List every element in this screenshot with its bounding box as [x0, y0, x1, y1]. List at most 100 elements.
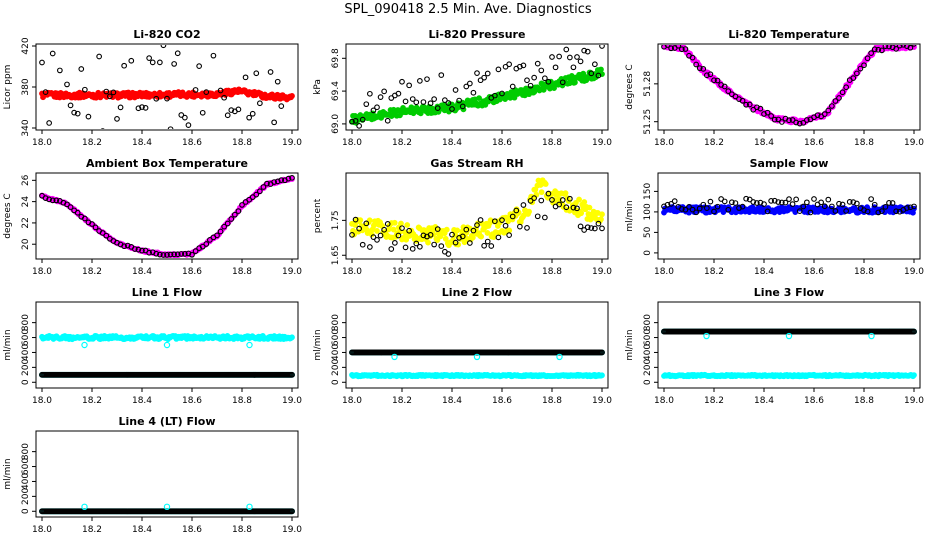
- data-point: [370, 107, 377, 114]
- data-point: [357, 217, 364, 224]
- y-tick-label: 69.4: [331, 81, 341, 101]
- data-point: [526, 208, 532, 215]
- x-tick-label: 18.8: [854, 138, 874, 148]
- data-point: [164, 251, 170, 258]
- data-point: [871, 201, 878, 208]
- data-point: [868, 50, 874, 56]
- x-tick-label: 18.0: [342, 267, 362, 277]
- y-tick-label: 26: [21, 174, 31, 186]
- data-point: [562, 190, 569, 197]
- data-point: [228, 216, 235, 222]
- series: [349, 177, 605, 249]
- series: [349, 371, 605, 380]
- data-point: [502, 222, 509, 229]
- data-point: [599, 349, 605, 356]
- data-point: [868, 196, 874, 202]
- x-tick-label: 18.6: [492, 396, 512, 406]
- data-point: [850, 75, 857, 81]
- data-point: [406, 227, 412, 234]
- data-point: [402, 98, 409, 105]
- data-point: [459, 103, 466, 110]
- data-point: [570, 204, 577, 211]
- data-point: [246, 503, 253, 510]
- data-point: [352, 216, 359, 223]
- data-point: [477, 217, 484, 223]
- data-point: [779, 199, 785, 206]
- data-point: [524, 224, 530, 231]
- data-point: [509, 213, 516, 220]
- y-axis-label: percent: [313, 198, 323, 233]
- x-tick-label: 18.4: [132, 138, 152, 148]
- data-point: [764, 208, 771, 215]
- data-point: [572, 79, 578, 86]
- series-layer: [39, 174, 295, 258]
- data-point: [700, 201, 707, 208]
- data-point: [232, 211, 238, 218]
- data-point: [818, 199, 824, 206]
- data-point: [96, 53, 102, 60]
- data-point: [54, 131, 59, 136]
- data-point: [257, 188, 263, 195]
- data-point: [81, 341, 88, 349]
- data-point: [793, 196, 799, 203]
- data-point: [524, 77, 530, 84]
- data-point: [679, 206, 685, 212]
- data-point: [588, 225, 595, 231]
- data-point: [478, 233, 485, 240]
- data-point: [352, 117, 359, 124]
- data-point: [427, 100, 434, 107]
- data-point: [864, 208, 871, 215]
- y-tick-label: 400: [331, 344, 341, 361]
- data-point: [370, 234, 377, 240]
- x-tick-label: 18.0: [32, 525, 52, 535]
- data-point: [413, 99, 420, 106]
- data-point: [896, 45, 903, 49]
- data-point: [804, 199, 810, 206]
- data-point: [911, 203, 917, 210]
- y-tick-label: 24: [21, 196, 31, 208]
- data-point: [704, 205, 710, 211]
- data-point: [46, 120, 52, 126]
- data-point: [467, 80, 473, 87]
- data-point: [581, 47, 587, 54]
- data-point: [420, 232, 427, 239]
- data-point: [868, 332, 875, 340]
- y-tick-label: 200: [21, 359, 31, 376]
- data-point: [163, 341, 171, 349]
- data-point: [285, 175, 292, 182]
- y-tick-label: 50: [643, 226, 653, 238]
- data-point: [403, 236, 410, 243]
- data-point: [517, 63, 523, 70]
- data-point: [445, 251, 452, 257]
- data-point: [121, 62, 127, 69]
- data-point: [289, 508, 295, 515]
- data-point: [57, 67, 63, 74]
- data-point: [882, 45, 889, 50]
- data-point: [431, 241, 437, 248]
- data-point: [89, 221, 95, 227]
- data-point: [132, 246, 138, 252]
- data-point: [356, 225, 362, 232]
- y-tick-label: 150: [643, 183, 653, 200]
- data-point: [249, 110, 256, 117]
- data-point: [224, 220, 231, 227]
- data-point: [664, 201, 671, 208]
- plot-frame: [345, 301, 609, 389]
- data-point: [224, 112, 231, 119]
- chart-title: Li-820 Pressure: [429, 28, 526, 41]
- plot-frame: [35, 301, 299, 389]
- data-point: [39, 59, 45, 66]
- data-point: [509, 83, 516, 90]
- data-point: [492, 92, 498, 99]
- data-point: [395, 90, 402, 97]
- data-point: [142, 105, 149, 111]
- data-point: [442, 235, 449, 242]
- data-point: [552, 64, 559, 71]
- plot-frame: [657, 172, 921, 260]
- data-point: [398, 220, 404, 227]
- data-point: [445, 100, 452, 106]
